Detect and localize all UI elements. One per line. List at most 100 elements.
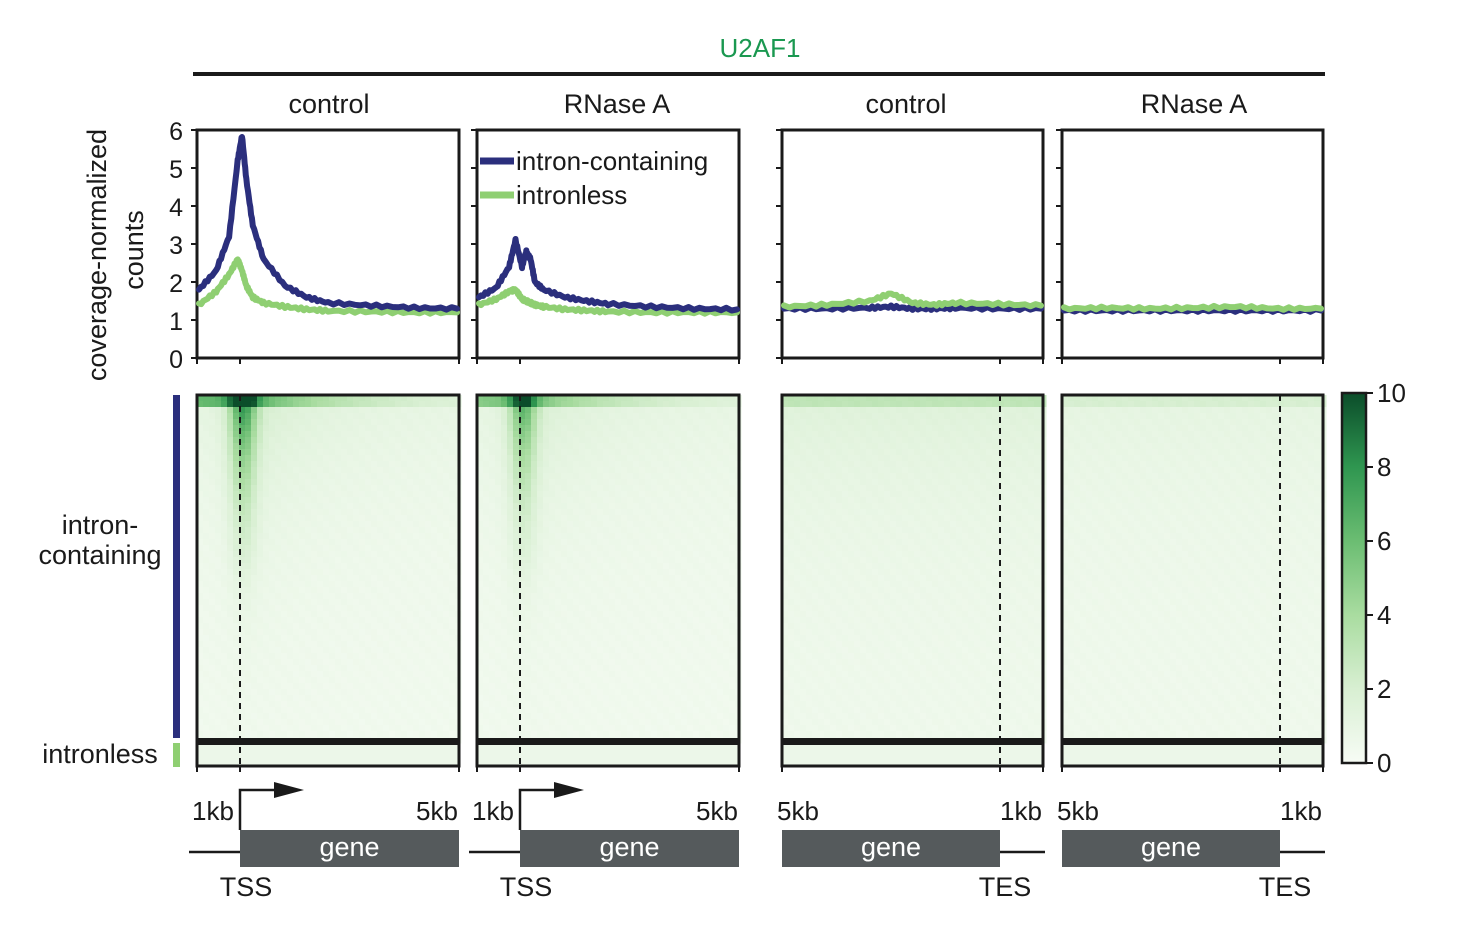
heat-cell [567, 533, 574, 540]
heat-cell [657, 701, 664, 708]
heat-cell [449, 509, 456, 516]
heat-cell [537, 401, 544, 408]
heat-cell [483, 413, 490, 420]
heat-cell [269, 545, 276, 552]
heat-cell [395, 659, 402, 666]
heat-cell [495, 575, 502, 582]
heat-cell [395, 653, 402, 660]
heat-cell [215, 461, 222, 468]
heat-cell [389, 599, 396, 606]
heat-cell [549, 407, 556, 414]
heat-cell [371, 401, 378, 408]
heat-cell [413, 407, 420, 414]
heat-cell [449, 665, 456, 672]
heat-cell [717, 653, 724, 660]
heat-cell [413, 473, 420, 480]
heat-cell [257, 455, 264, 462]
heat-cell [263, 461, 270, 468]
heat-cell [591, 713, 598, 720]
heat-cell [395, 563, 402, 570]
heat-cell [413, 695, 420, 702]
heat-cell [663, 653, 670, 660]
heat-cell [639, 665, 646, 672]
heat-cell [329, 695, 336, 702]
y-axis-label-line1: coverage-normalized [82, 129, 112, 381]
heat-cell [633, 653, 640, 660]
heat-cell [519, 425, 526, 432]
heat-cell [317, 659, 324, 666]
heat-cell [657, 431, 664, 438]
heat-cell [407, 521, 414, 528]
heat-cell [365, 713, 372, 720]
heat-cell [269, 701, 276, 708]
heat-cell [275, 467, 282, 474]
heat-cell [591, 599, 598, 606]
heat-cell [621, 575, 628, 582]
heat-cell [705, 575, 712, 582]
heat-cell [495, 671, 502, 678]
heat-cell [413, 647, 420, 654]
heat-cell [209, 689, 216, 696]
heat-cell [269, 539, 276, 546]
heat-cell [705, 527, 712, 534]
heat-cell [549, 707, 556, 714]
heat-cell [663, 413, 670, 420]
heat-cell [389, 485, 396, 492]
heat-cell [561, 413, 568, 420]
heat-cell [347, 707, 354, 714]
heat-cell [537, 479, 544, 486]
heat-cell [413, 641, 420, 648]
heat-cell [437, 593, 444, 600]
heat-cell [443, 425, 450, 432]
heat-cell [519, 689, 526, 696]
heat-cell [311, 467, 318, 474]
heat-cell [477, 401, 484, 408]
heat-cell [585, 503, 592, 510]
heat-cell [579, 575, 586, 582]
heat-cell [407, 593, 414, 600]
heat-cell [675, 575, 682, 582]
heat-cell [431, 479, 438, 486]
heat-cell [489, 707, 496, 714]
heat-cell [431, 545, 438, 552]
heat-cell [371, 635, 378, 642]
heat-cell [263, 503, 270, 510]
heat-cell [425, 539, 432, 546]
heat-cell [687, 635, 694, 642]
heat-cell [359, 611, 366, 618]
heat-cell [341, 395, 348, 402]
heat-cell [239, 497, 246, 504]
heat-cell [443, 725, 450, 732]
heat-cell [371, 713, 378, 720]
heat-cell [645, 689, 652, 696]
heat-cell [329, 581, 336, 588]
heat-cell [287, 461, 294, 468]
heat-cell [723, 629, 730, 636]
heat-cell [215, 641, 222, 648]
heat-cell [729, 563, 736, 570]
heat-cell [585, 461, 592, 468]
heat-cell [711, 467, 718, 474]
heat-cell [687, 413, 694, 420]
heat-cell [681, 413, 688, 420]
heat-cell [335, 611, 342, 618]
heat-cell [597, 401, 604, 408]
heat-cell [717, 557, 724, 564]
heat-cell [275, 605, 282, 612]
heat-cell [537, 419, 544, 426]
heat-cell [419, 563, 426, 570]
heat-cell [209, 515, 216, 522]
heat-cell [197, 713, 204, 720]
heat-cell [657, 623, 664, 630]
heat-cell [675, 593, 682, 600]
heat-cell [519, 485, 526, 492]
heat-cell [431, 725, 438, 732]
heat-cell [729, 623, 736, 630]
heat-cell [717, 437, 724, 444]
heat-cell [347, 395, 354, 402]
heat-cell [591, 689, 598, 696]
heat-cell [477, 413, 484, 420]
heat-cell [711, 533, 718, 540]
heat-cell [657, 569, 664, 576]
heat-cell [579, 425, 586, 432]
